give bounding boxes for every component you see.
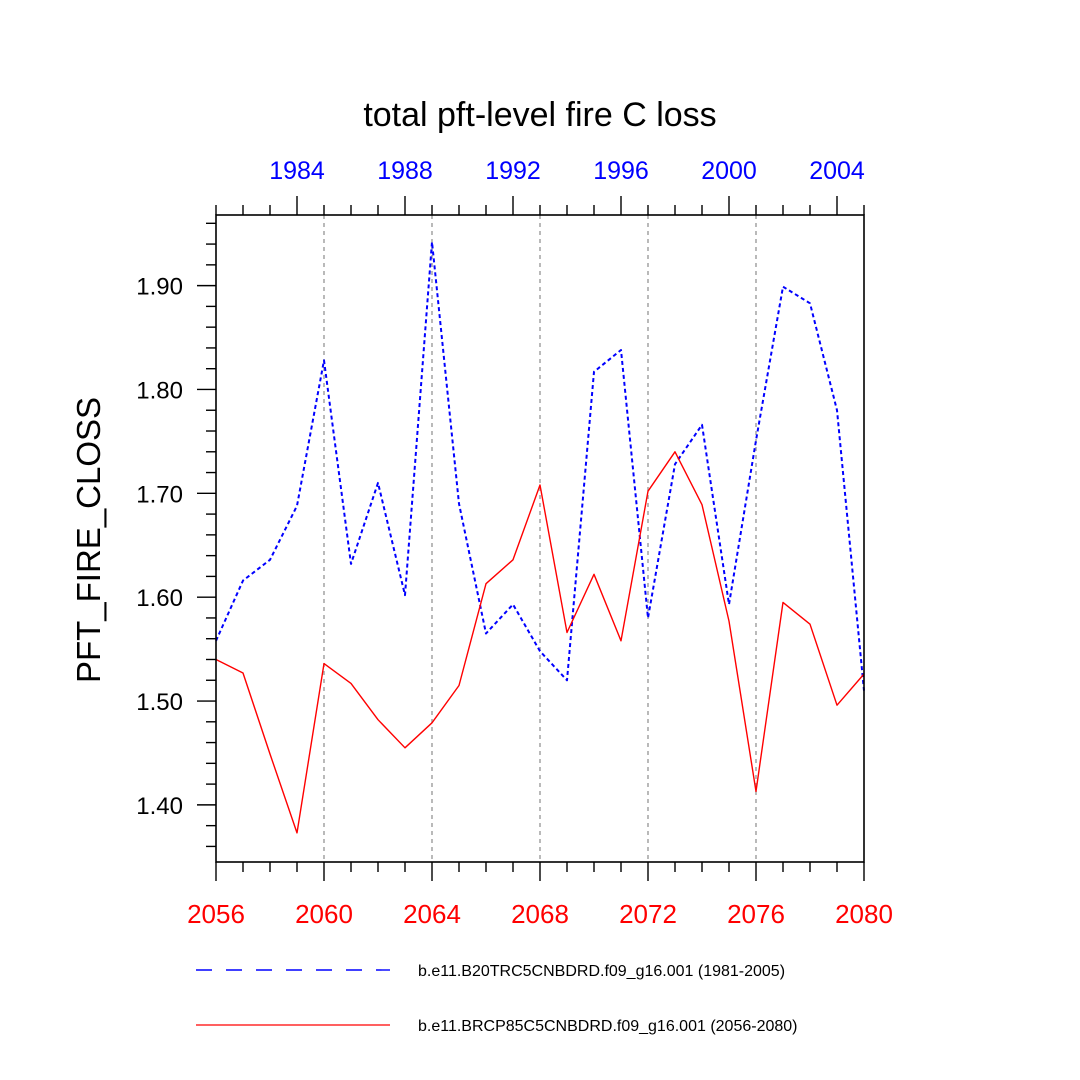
x-tick-label-bottom: 2060 bbox=[295, 899, 353, 929]
x-tick-label-bottom: 2056 bbox=[187, 899, 245, 929]
legend-label-2: b.e11.BRCP85C5CNBDRD.f09_g16.001 (2056-2… bbox=[418, 1018, 797, 1035]
y-axis-label: PFT_FIRE_CLOSS bbox=[70, 397, 107, 683]
axis-tick-labels: 1.40 1.50 1.60 1.70 1.80 1.90 2056 2060 2064 2068… bbox=[136, 157, 893, 929]
x-tick-label-top: 1988 bbox=[377, 157, 433, 185]
axis-ticks bbox=[197, 196, 865, 881]
x-tick-label-bottom: 2064 bbox=[403, 899, 461, 929]
y-tick-label: 1.50 bbox=[136, 689, 183, 716]
y-tick-label: 1.60 bbox=[136, 585, 183, 612]
y-tick-label: 1.80 bbox=[136, 377, 183, 404]
x-tick-label-top: 2000 bbox=[701, 157, 757, 185]
series-line-2 bbox=[215, 451, 865, 834]
y-tick-label: 1.40 bbox=[136, 793, 183, 820]
x-tick-label-top: 1996 bbox=[593, 157, 649, 185]
series-line-1 bbox=[215, 241, 865, 691]
vertical-gridlines bbox=[323, 215, 757, 862]
legend-label-1: b.e11.B20TRC5CNBDRD.f09_g16.001 (1981-20… bbox=[418, 963, 785, 980]
chart-title: total pft-level fire C loss bbox=[363, 96, 716, 134]
x-tick-label-top: 1992 bbox=[485, 157, 541, 185]
x-tick-label-bottom: 2072 bbox=[619, 899, 677, 929]
y-tick-label: 1.90 bbox=[136, 274, 183, 301]
x-tick-label-bottom: 2076 bbox=[727, 899, 785, 929]
series-lines bbox=[215, 241, 865, 834]
y-tick-label: 1.70 bbox=[136, 481, 183, 508]
x-tick-label-top: 1984 bbox=[269, 157, 325, 185]
legend: b.e11.B20TRC5CNBDRD.f09_g16.001 (1981-20… bbox=[196, 963, 797, 1035]
x-tick-label-bottom: 2080 bbox=[835, 899, 893, 929]
x-tick-label-top: 2004 bbox=[809, 157, 865, 185]
x-tick-label-bottom: 2068 bbox=[511, 899, 569, 929]
